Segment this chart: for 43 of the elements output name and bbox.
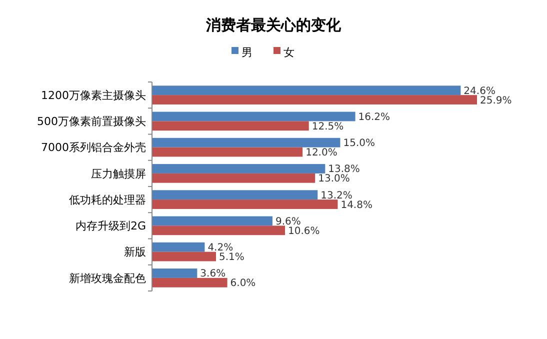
y-tick-label: 压力触摸屏 bbox=[91, 167, 146, 180]
y-tick-label: 内存升级到2G bbox=[75, 220, 146, 233]
bar bbox=[152, 216, 272, 226]
y-tick-label: 1200万像素主摄像头 bbox=[41, 88, 146, 102]
data-label: 3.6% bbox=[200, 268, 226, 280]
bar bbox=[152, 147, 303, 157]
data-label: 13.2% bbox=[320, 190, 352, 202]
data-label: 13.0% bbox=[318, 174, 350, 185]
bar bbox=[152, 138, 340, 148]
data-label: 14.8% bbox=[340, 200, 372, 211]
bar bbox=[152, 121, 309, 131]
y-tick-label: 新版 bbox=[124, 246, 146, 259]
chart-title: 消费者最关心的变化 bbox=[205, 16, 342, 34]
data-label: 4.2% bbox=[208, 242, 234, 254]
data-label: 9.6% bbox=[275, 216, 301, 228]
y-tick-label: 7000系列铝合金外壳 bbox=[41, 141, 146, 154]
y-tick-label: 500万像素前置摄像头 bbox=[37, 115, 146, 128]
bar bbox=[152, 95, 477, 104]
data-label: 5.1% bbox=[218, 252, 244, 264]
data-label: 16.2% bbox=[358, 112, 390, 123]
y-tick-label: 低功耗的处理器 bbox=[69, 193, 146, 206]
bar bbox=[152, 190, 318, 200]
bar bbox=[152, 173, 316, 183]
legend-label: 男 bbox=[242, 46, 252, 59]
bar bbox=[152, 252, 216, 262]
bar bbox=[152, 164, 326, 174]
bar bbox=[152, 268, 198, 278]
data-label: 15.0% bbox=[343, 138, 376, 150]
data-label: 25.9% bbox=[480, 95, 512, 106]
bar bbox=[152, 86, 461, 96]
bar bbox=[152, 242, 205, 252]
legend-label: 女 bbox=[284, 46, 294, 59]
bar bbox=[152, 200, 338, 209]
data-label: 10.6% bbox=[288, 226, 320, 237]
y-tick-label: 新增玫瑰金配色 bbox=[69, 272, 146, 285]
bar bbox=[152, 278, 228, 288]
data-label: 24.6% bbox=[464, 86, 496, 97]
bar bbox=[152, 112, 356, 122]
data-label: 12.0% bbox=[306, 148, 338, 159]
bar bbox=[152, 226, 286, 236]
data-label: 12.5% bbox=[312, 121, 344, 132]
data-label: 6.0% bbox=[230, 278, 256, 290]
data-label: 13.8% bbox=[328, 164, 360, 176]
